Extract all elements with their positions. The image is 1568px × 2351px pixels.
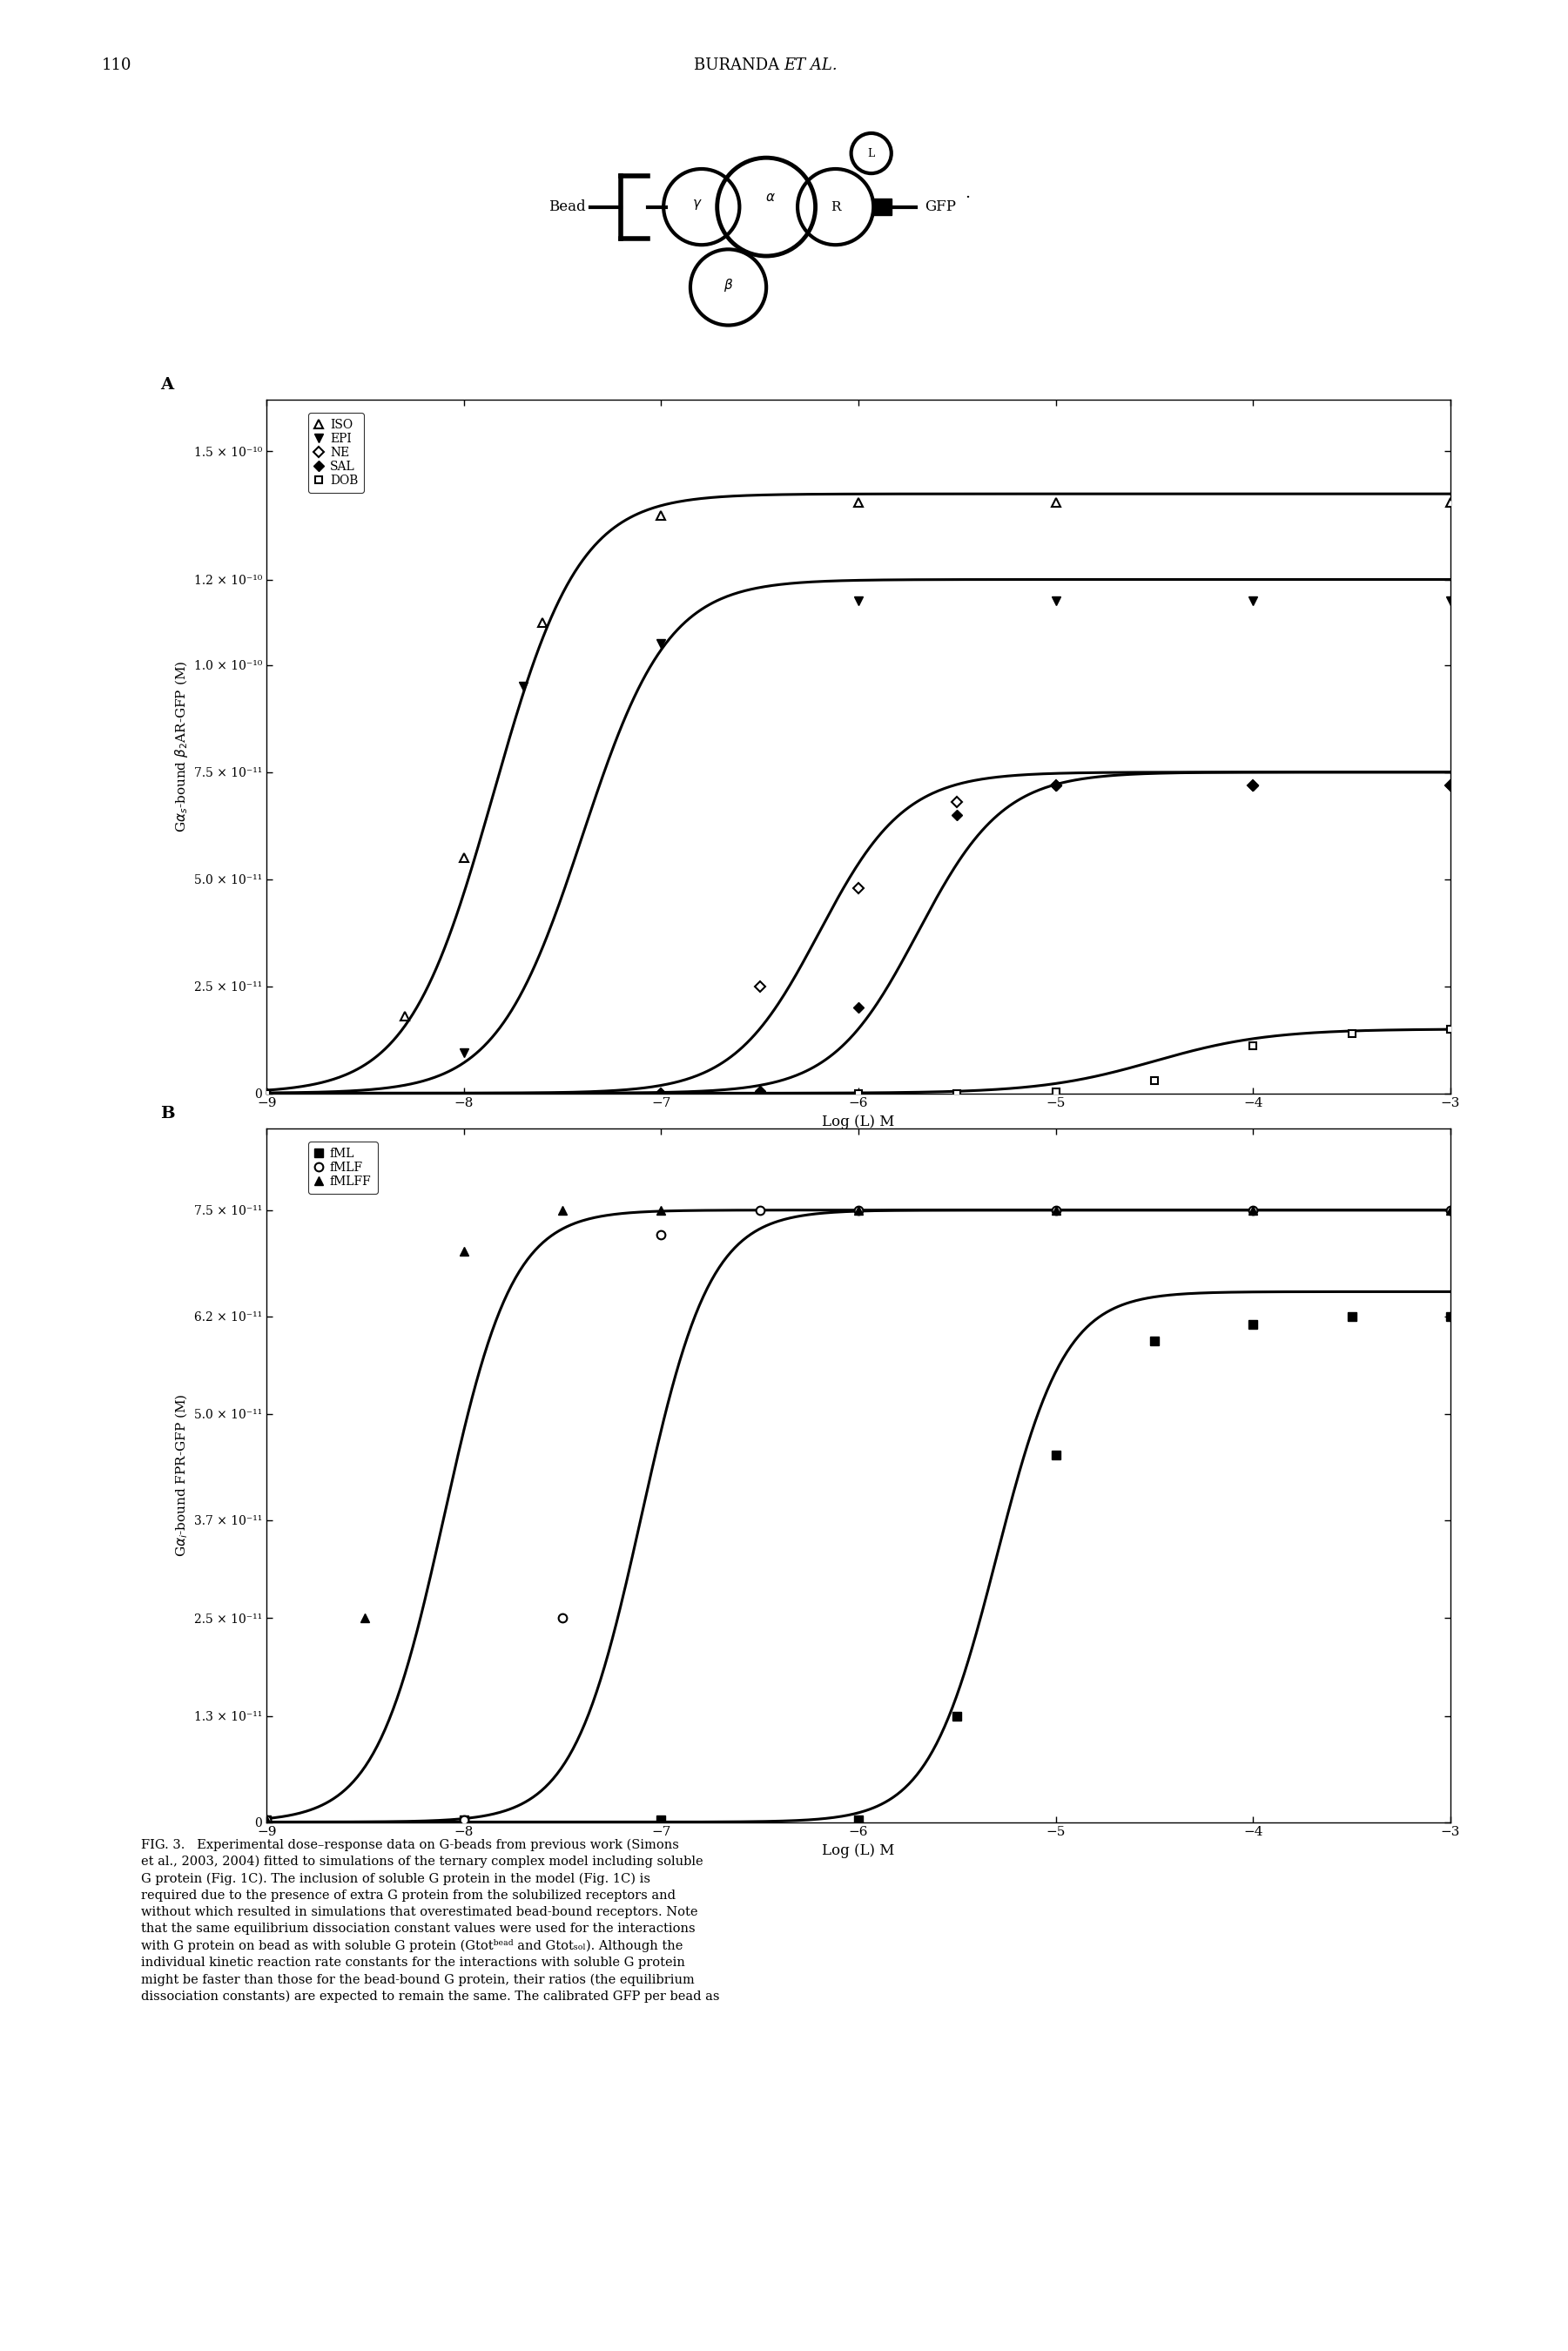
Y-axis label: G$\alpha_s$-bound $\beta_2$AR-GFP (M): G$\alpha_s$-bound $\beta_2$AR-GFP (M) (172, 661, 190, 832)
Bar (873, 200, 891, 214)
Text: FIG. 3.   Experimental dose–response data on G-beads from previous work (Simons
: FIG. 3. Experimental dose–response data … (141, 1838, 720, 2003)
Text: B: B (160, 1105, 174, 1121)
Text: BURANDA: BURANDA (693, 59, 784, 73)
X-axis label: Log (L) M: Log (L) M (822, 1843, 895, 1857)
Text: GFP: GFP (925, 200, 956, 214)
Y-axis label: G$\alpha_i$-bound FPR-GFP (M): G$\alpha_i$-bound FPR-GFP (M) (174, 1394, 190, 1556)
Text: $\gamma$: $\gamma$ (691, 197, 702, 212)
Text: ·: · (964, 190, 971, 207)
Text: ET AL.: ET AL. (784, 59, 837, 73)
Text: Bead: Bead (549, 200, 585, 214)
Text: $\beta$: $\beta$ (723, 277, 734, 294)
Text: L: L (867, 148, 875, 160)
Legend: fML, fMLF, fMLFF: fML, fMLF, fMLFF (309, 1143, 378, 1194)
Text: R: R (831, 200, 840, 214)
Text: A: A (160, 376, 172, 393)
Text: 110: 110 (102, 59, 132, 73)
X-axis label: Log (L) M: Log (L) M (822, 1114, 895, 1128)
Text: $\alpha$: $\alpha$ (765, 193, 776, 205)
Legend: ISO, EPI, NE, SAL, DOB: ISO, EPI, NE, SAL, DOB (309, 414, 364, 494)
